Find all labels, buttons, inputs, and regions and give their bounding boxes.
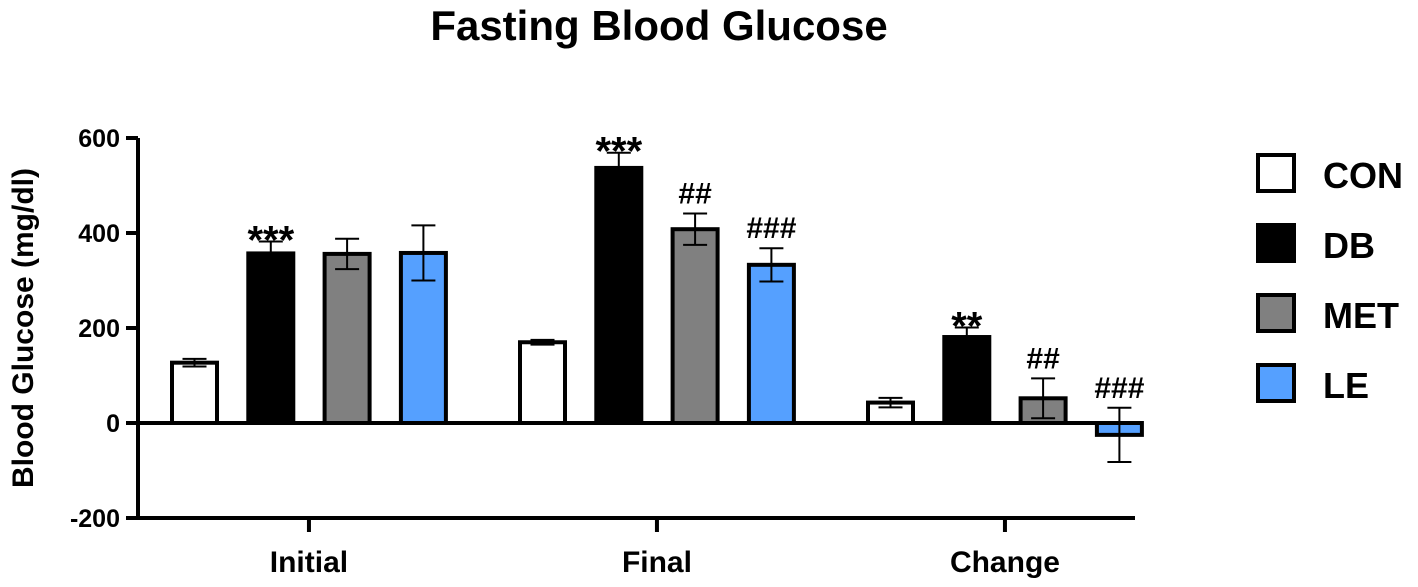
y-tick-label: 0 bbox=[106, 410, 120, 438]
bar-db-change bbox=[942, 335, 992, 425]
legend-swatch-con bbox=[1256, 153, 1296, 193]
legend-label-le: LE bbox=[1323, 365, 1369, 406]
x-tick-label: Change bbox=[950, 546, 1060, 579]
significance-label: ### bbox=[746, 212, 796, 245]
x-tick-label: Initial bbox=[270, 546, 348, 579]
y-tick-label: -200 bbox=[70, 505, 120, 533]
bar-le-final bbox=[746, 262, 796, 426]
legend-swatch-le bbox=[1256, 363, 1296, 403]
significance-label: ** bbox=[951, 305, 983, 349]
bar-con-final bbox=[518, 340, 567, 425]
y-tick-label: 400 bbox=[78, 220, 120, 248]
significance-label: ## bbox=[678, 178, 712, 211]
legend-label-con: CON bbox=[1323, 155, 1403, 196]
bar-met-final bbox=[670, 227, 720, 425]
legend: CON DB MET LE bbox=[1256, 153, 1403, 406]
significance-label: ## bbox=[1026, 342, 1060, 375]
significance-label: ### bbox=[1094, 372, 1144, 405]
bar-con-initial bbox=[170, 360, 219, 425]
chart-title: Fasting Blood Glucose bbox=[430, 2, 887, 49]
bar-db-final bbox=[594, 165, 644, 425]
bar-met-initial bbox=[322, 251, 372, 425]
legend-swatch-db bbox=[1256, 223, 1296, 263]
legend-label-met: MET bbox=[1323, 295, 1399, 336]
y-axis-title: Blood Glucose (mg/dl) bbox=[7, 168, 40, 488]
legend-label-db: DB bbox=[1323, 225, 1375, 266]
x-tick-label: Final bbox=[622, 546, 692, 579]
plot-area: -2000200400600Initial***Final***#####Cha… bbox=[70, 125, 1145, 579]
significance-label: *** bbox=[247, 219, 294, 263]
y-tick-label: 600 bbox=[78, 125, 120, 153]
bar-db-initial bbox=[246, 251, 296, 425]
significance-label: *** bbox=[595, 130, 642, 174]
y-tick-label: 200 bbox=[78, 315, 120, 343]
legend-swatch-met bbox=[1256, 293, 1296, 333]
